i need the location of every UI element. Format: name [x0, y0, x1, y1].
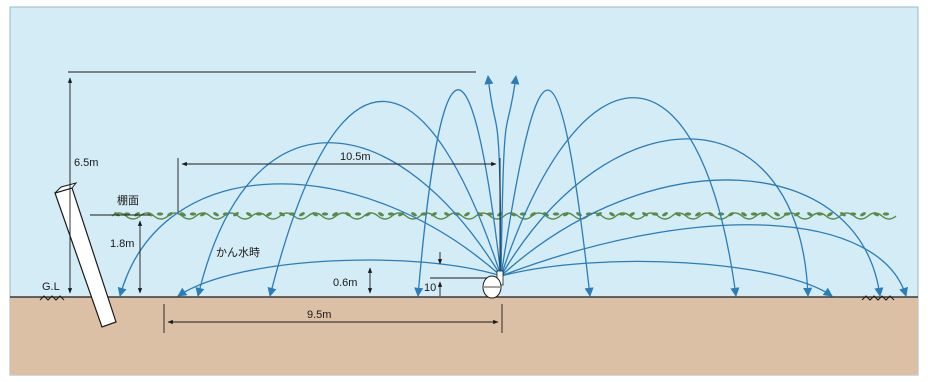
label-ground-line: G.L [42, 281, 60, 293]
vine-leaf [563, 212, 569, 217]
vine-leaf [266, 212, 272, 217]
vine-leaf [783, 212, 791, 216]
vine-leaf [708, 212, 714, 217]
vine-leaf [728, 212, 734, 217]
vine-leaf [213, 212, 219, 217]
vine-leaf [750, 212, 758, 216]
vine-leaf [332, 212, 338, 217]
vine-leaf [662, 212, 668, 217]
spray-arc [267, 100, 502, 297]
vine-leaf [200, 212, 206, 217]
vine-leaf [675, 212, 681, 217]
vine-leaf [147, 212, 153, 217]
vine-leaf [741, 212, 747, 217]
label-riser-height: 10 [424, 282, 436, 294]
spray-arcs [117, 75, 908, 297]
vine-leaf [609, 212, 615, 217]
vine-leaf [279, 212, 285, 217]
spray-arc [117, 183, 502, 297]
vine-leaf [873, 212, 879, 217]
vine-leaf [695, 212, 701, 217]
spray-arc [500, 97, 740, 297]
ground-hatch-icon [39, 295, 895, 301]
vine-leaf [596, 212, 602, 217]
vine-leaf [684, 212, 692, 216]
ground-area [10, 297, 918, 375]
vine-leaf [629, 212, 635, 217]
vine-leaf [180, 212, 186, 217]
vine-leaf [827, 212, 833, 217]
vine-leaf [486, 212, 494, 216]
vine-leaf [530, 212, 536, 217]
spray-arc [195, 142, 502, 297]
vine-leaf [354, 212, 362, 216]
vine-leaf [189, 212, 197, 216]
sprinkler-head-icon [482, 270, 504, 299]
vine-leaf [365, 212, 371, 217]
vine-leaf [387, 212, 395, 216]
label-span-lower: 9.5m [307, 309, 331, 321]
spray-arc [414, 89, 502, 297]
vine-leaf [431, 212, 437, 217]
vine-leaf [774, 212, 780, 217]
vine-leaf [156, 212, 164, 216]
dimension-lines [67, 71, 503, 333]
vine-leaf [246, 212, 252, 217]
vine-leaf [299, 212, 305, 217]
spray-arc [500, 89, 594, 297]
vine-leaf [444, 212, 450, 217]
vine-leaf [840, 212, 846, 217]
vine-leaf [411, 212, 417, 217]
label-low-arc-height: 0.6m [333, 277, 357, 289]
vine-leaf [651, 212, 659, 216]
vine-leaf [398, 212, 404, 217]
label-span-upper: 10.5m [340, 151, 371, 163]
vine-leaf [794, 212, 800, 217]
spray-arc [500, 75, 520, 277]
spray-arc [177, 259, 502, 297]
vine-leaf [345, 212, 351, 217]
vine-leaf [464, 212, 470, 217]
vine-leaf [849, 212, 857, 216]
vine-leaf [312, 212, 318, 217]
spray-arc [500, 138, 813, 297]
vine-leaf [761, 212, 767, 217]
label-irrigation-mode: かん水時 [216, 246, 260, 259]
vine-leaf [477, 212, 483, 217]
label-trellis-surface: 棚面 [117, 193, 139, 207]
label-trellis-height: 1.8m [110, 238, 134, 250]
label-height-total: 6.5m [74, 157, 98, 169]
spray-arc [500, 260, 833, 297]
spray-arc [500, 224, 908, 297]
vine-leaf [618, 212, 626, 216]
vine-leaf [552, 212, 560, 216]
vine-leaf [233, 212, 239, 217]
vine-leaf [167, 212, 173, 217]
vine-leaf [882, 212, 890, 216]
vine-leaf [321, 212, 329, 216]
vine-leaf [807, 212, 813, 217]
vine-leaf [642, 212, 648, 217]
spray-arc [500, 179, 884, 297]
vine-leaf [255, 212, 263, 216]
vine-leaf [860, 212, 866, 217]
vine-leaf [378, 212, 384, 217]
vine-leaf [816, 212, 824, 216]
